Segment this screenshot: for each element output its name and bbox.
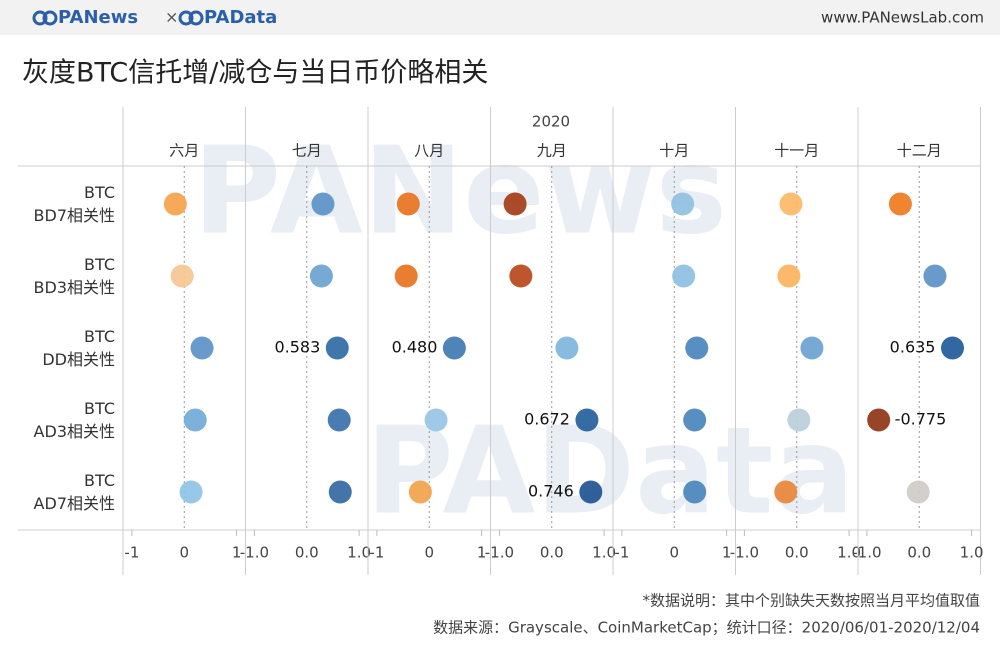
x-tick-label: 1.0 (592, 544, 616, 562)
panel-label: 七月 (292, 142, 322, 160)
dot (424, 408, 448, 432)
dot (671, 192, 695, 216)
panel-label: 十二月 (897, 142, 942, 160)
x-tick-label: -1.0 (730, 544, 759, 562)
dot (800, 336, 824, 360)
value-label: -0.775 (895, 410, 947, 429)
dot (923, 264, 947, 288)
x-tick-label: -1 (124, 544, 139, 562)
dot (190, 336, 214, 360)
dot (777, 264, 801, 288)
dot (311, 192, 335, 216)
watermark: PAData (366, 403, 855, 542)
dot (555, 336, 579, 360)
dot (408, 480, 432, 504)
panel-label: 六月 (169, 142, 199, 160)
dot (179, 480, 203, 504)
dot (779, 192, 803, 216)
dot (183, 408, 207, 432)
value-label: 0.583 (274, 338, 320, 357)
dot (309, 264, 333, 288)
panel-label: 十月 (659, 142, 689, 160)
dot (940, 336, 964, 360)
dot (575, 408, 599, 432)
row-label: BTC DD相关性 (42, 327, 115, 369)
dot (867, 408, 891, 432)
x-tick-label: 0 (179, 544, 189, 562)
dot (163, 192, 187, 216)
dot (787, 408, 811, 432)
dot (396, 192, 420, 216)
brand: PAData (204, 7, 277, 28)
year-label: 2020 (532, 113, 570, 131)
dot (672, 264, 696, 288)
dot (442, 336, 466, 360)
x-tick-label: 1 (477, 544, 487, 562)
x-tick-label: 0.0 (785, 544, 809, 562)
dot (685, 336, 709, 360)
brand: PANews (58, 7, 138, 28)
row-label: BTC AD3相关性 (33, 399, 115, 441)
dot (328, 480, 352, 504)
x-tick-label: 1 (232, 544, 242, 562)
x-tick-label: -1.0 (240, 544, 269, 562)
footer-source: 数据来源：Grayscale、CoinMarketCap；统计口径：2020/0… (433, 619, 980, 637)
x-tick-label: 1.0 (960, 544, 984, 562)
x-tick-label: 1 (722, 544, 732, 562)
row-label: BTC BD3相关性 (33, 255, 115, 297)
x-tick-label: 1.0 (837, 544, 861, 562)
dot (325, 336, 349, 360)
x-tick-label: -1.0 (485, 544, 514, 562)
value-label: 0.635 (890, 338, 936, 357)
dot (509, 264, 533, 288)
footer-note: *数据说明：其中个别缺失天数按照当月平均值取值 (642, 592, 980, 610)
value-label: 0.672 (524, 410, 570, 429)
x-tick-label: 0 (669, 544, 679, 562)
x-tick-label: -1 (614, 544, 629, 562)
x-tick-label: 0.0 (907, 544, 931, 562)
dot (327, 408, 351, 432)
dot (579, 480, 603, 504)
dot (774, 480, 798, 504)
chart-title: 灰度BTC信托增/减仓与当日币价略相关 (22, 58, 488, 89)
row-label: BTC BD7相关性 (33, 183, 115, 225)
logo-icon (32, 10, 204, 26)
url: www.PANewsLab.com (821, 9, 984, 27)
dot (888, 192, 912, 216)
row-label: BTC AD7相关性 (33, 471, 115, 513)
dot (394, 264, 418, 288)
dot (683, 480, 707, 504)
header-bar (0, 0, 1000, 35)
panel-label: 十一月 (774, 142, 819, 160)
value-label: 0.746 (528, 482, 574, 501)
value-label: 0.480 (392, 338, 438, 357)
dot (683, 408, 707, 432)
watermark: PANews (193, 123, 727, 262)
panel-label: 八月 (414, 142, 444, 160)
dot (906, 480, 930, 504)
x-tick-label: -1.0 (852, 544, 881, 562)
dot (170, 264, 194, 288)
x-tick-label: 0.0 (295, 544, 319, 562)
x-tick-label: 0.0 (540, 544, 564, 562)
separator: × (165, 8, 178, 27)
panel-label: 九月 (537, 142, 567, 160)
x-tick-label: 0 (424, 544, 434, 562)
x-tick-label: -1 (369, 544, 384, 562)
dot (503, 192, 527, 216)
x-tick-label: 1.0 (347, 544, 371, 562)
